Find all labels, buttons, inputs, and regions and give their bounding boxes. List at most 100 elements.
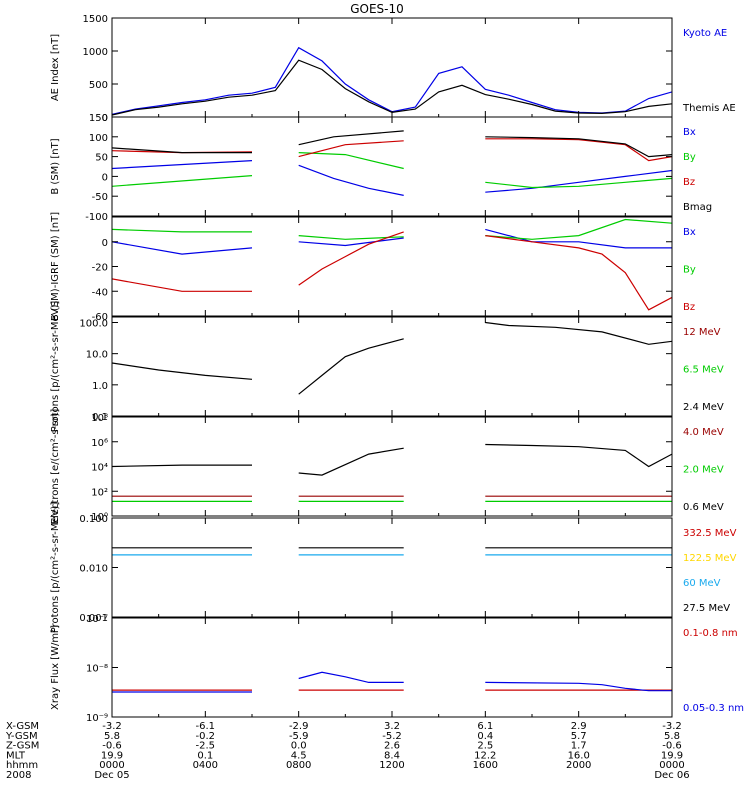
xrow-value-2-6: -0.6 — [662, 741, 682, 752]
ytick-label-electrons-4: 10⁸ — [91, 413, 108, 424]
legend-entry-xray-1: 0.05-0.3 nm — [683, 703, 744, 714]
legend-entry-bsm-1: By — [683, 152, 696, 163]
ytick-label-bdiff-3: 0 — [102, 238, 108, 249]
series-line-bsm-2-2 — [485, 138, 672, 162]
xrow-value-3-4: 12.2 — [474, 750, 496, 761]
xrow-value-3-1: 0.1 — [197, 750, 213, 761]
series-line-bsm-1-0 — [112, 175, 253, 187]
panel-frame-xray — [111, 617, 673, 718]
series-line-bdiff-2-2 — [485, 235, 672, 311]
series-line-bdiff-1-1 — [298, 235, 404, 240]
legend-entry-bdiff-1: By — [683, 265, 696, 276]
series-line-bsm-0-1 — [298, 164, 404, 196]
xrow-value-1-2: -5.9 — [289, 731, 309, 742]
legend-entry-protons-high-1: 6.5 MeV — [683, 365, 724, 376]
xrow-value-0-4: 6.1 — [477, 721, 493, 732]
ytick-label-protons-low-2: 0.100 — [79, 514, 108, 525]
ytick-label-bdiff-2: -20 — [92, 263, 108, 274]
series-line-bdiff-0-1 — [298, 237, 404, 247]
ytick-label-electrons-2: 10⁴ — [91, 463, 108, 474]
legend-entry-protons-low-1: 122.5 MeV — [683, 553, 737, 564]
legend-entry-electrons-0: 4.0 MeV — [683, 427, 724, 438]
xrow-value-3-6: 19.9 — [661, 750, 683, 761]
ytick-label-protons-low-0: 0.001 — [79, 613, 108, 624]
series-line-bsm-0-0 — [112, 160, 253, 170]
ylabel-protons-low: Protons [p/(cm²-s-sr-MeV)] — [50, 502, 61, 634]
legend-entry-protons-low-3: 27.5 MeV — [683, 603, 730, 614]
xrow-value-5-0: Dec 05 — [94, 770, 129, 781]
series-line-electrons-2-2 — [485, 443, 672, 468]
legend-entry-ae-0: Kyoto AE — [683, 28, 727, 39]
series-line-bdiff-2-0 — [112, 278, 252, 292]
ytick-label-protons-low-1: 0.010 — [79, 564, 108, 575]
xrow-label-1: Y-GSM — [5, 731, 38, 742]
series-line-electrons-2-1 — [298, 447, 404, 476]
xrow-label-3: MLT — [6, 750, 26, 761]
legend-entry-bdiff-2: Bz — [683, 302, 695, 313]
xrow-value-2-1: -2.5 — [196, 741, 216, 752]
series-line-protons-high-2-2 — [485, 321, 672, 345]
series-line-ae-1-0 — [112, 59, 672, 116]
xrow-value-2-2: 0.0 — [291, 741, 307, 752]
ylabel-electrons: Electrons [e/(cm²-s-sr)] — [50, 409, 61, 525]
series-line-bsm-3-0 — [112, 147, 252, 154]
ytick-label-xray-0: 10⁻⁹ — [86, 713, 108, 724]
xrow-value-0-2: -2.9 — [289, 721, 309, 732]
series-line-bdiff-1-2 — [485, 218, 672, 240]
ytick-label-xray-2: 10⁻⁷ — [86, 614, 108, 625]
ytick-label-protons-high-3: 100.0 — [79, 319, 108, 330]
series-line-bsm-1-1 — [298, 152, 404, 170]
xrow-value-2-5: 1.7 — [571, 741, 587, 752]
xrow-value-1-6: 5.8 — [664, 731, 680, 742]
xrow-value-4-4: 1600 — [473, 760, 498, 771]
legend-entry-xray-0: 0.1-0.8 nm — [683, 628, 738, 639]
series-line-bdiff-0-0 — [112, 241, 253, 255]
ytick-label-ae-3: 1500 — [83, 14, 108, 25]
legend-entry-ae-1: Themis AE — [682, 103, 736, 114]
xrow-value-3-0: 19.9 — [101, 750, 123, 761]
ytick-label-protons-high-1: 1.0 — [92, 381, 108, 392]
ylabel-xray: Xray Flux [W/m²] — [50, 625, 61, 710]
ytick-label-ae-1: 500 — [89, 80, 108, 91]
legend-entry-bsm-3: Bmag — [683, 202, 712, 213]
xrow-value-3-5: 16.0 — [568, 750, 590, 761]
ytick-label-bsm-5: 150 — [89, 113, 108, 124]
xrow-value-0-6: -3.2 — [662, 721, 682, 732]
series-line-bsm-1-2 — [485, 177, 672, 189]
xrow-value-1-5: 5.7 — [571, 731, 587, 742]
series-line-bsm-2-1 — [298, 140, 404, 158]
xrow-value-0-1: -6.1 — [196, 721, 216, 732]
series-line-bdiff-2-1 — [298, 231, 404, 286]
xrow-value-2-0: -0.6 — [102, 741, 122, 752]
xrow-value-1-3: -5.2 — [382, 731, 402, 742]
ytick-label-bsm-0: -100 — [85, 212, 108, 223]
ytick-label-bdiff-0: -60 — [92, 312, 108, 323]
xrow-value-0-5: 2.9 — [571, 721, 587, 732]
ylabel-bsm: B (SM) [nT] — [50, 138, 61, 194]
xrow-value-4-5: 2000 — [566, 760, 591, 771]
series-line-xray-1-2 — [485, 681, 672, 692]
panel-frame-protons-high — [111, 316, 673, 417]
xrow-value-2-4: 2.5 — [477, 741, 493, 752]
legend-entry-bsm-0: Bx — [683, 127, 696, 138]
xrow-value-0-0: -3.2 — [102, 721, 122, 732]
xrow-value-4-6: 0000 — [659, 760, 684, 771]
ytick-label-protons-high-2: 10.0 — [86, 350, 108, 361]
series-line-protons-high-2-1 — [298, 338, 404, 395]
series-line-protons-high-2-0 — [112, 362, 253, 380]
figure-title: GOES-10 — [350, 2, 404, 16]
xrow-value-3-2: 4.5 — [291, 750, 307, 761]
xrow-label-0: X-GSM — [6, 721, 39, 732]
ytick-label-bsm-1: -50 — [92, 192, 108, 203]
legend-entry-protons-high-2: 2.4 MeV — [683, 402, 724, 413]
xrow-value-1-4: 0.4 — [477, 731, 493, 742]
ytick-label-bsm-3: 50 — [95, 153, 108, 164]
series-line-electrons-2-0 — [112, 464, 252, 468]
panel-frame-protons-low — [111, 517, 673, 618]
series-line-bsm-3-2 — [485, 136, 672, 158]
legend-entry-protons-low-0: 332.5 MeV — [683, 528, 737, 539]
legend-entry-protons-high-0: 12 MeV — [683, 327, 721, 338]
xrow-label-5: 2008 — [6, 770, 31, 781]
xrow-value-1-0: 5.8 — [104, 731, 120, 742]
